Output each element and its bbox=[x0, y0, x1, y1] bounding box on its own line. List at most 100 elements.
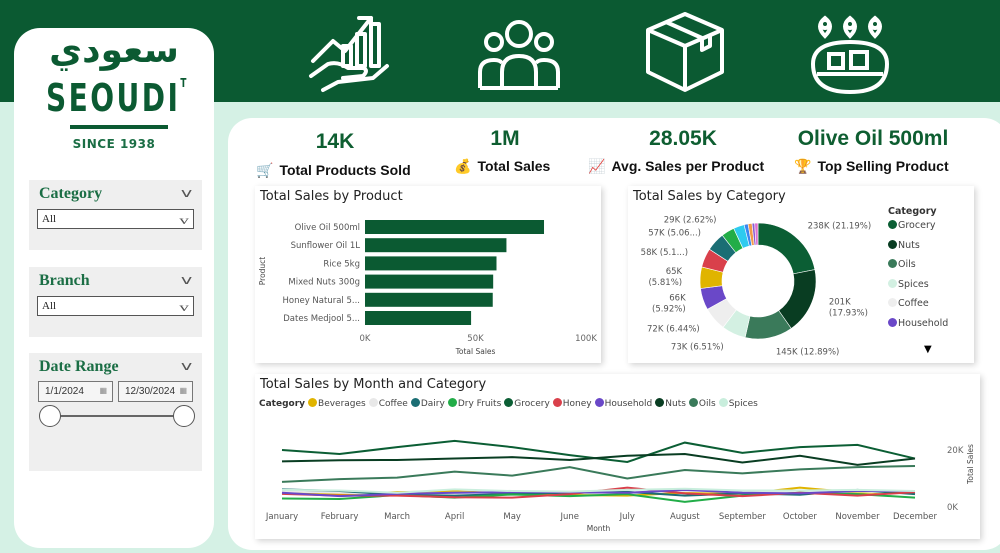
legend-item[interactable]: Nuts bbox=[655, 398, 686, 409]
chevron-down-icon[interactable]: v bbox=[180, 359, 193, 373]
start-date-input[interactable]: 1/1/2024 ▦ bbox=[38, 381, 113, 402]
since-label: SINCE 1938 bbox=[72, 137, 156, 151]
date-slider-start-handle[interactable] bbox=[39, 405, 61, 427]
kpi-total-sales-label: 💰 Total Sales bbox=[454, 158, 551, 174]
bar bbox=[365, 292, 493, 307]
branch-locations-icon bbox=[810, 15, 890, 95]
legend-item[interactable]: Spices bbox=[718, 398, 758, 409]
legend-swatch bbox=[552, 398, 562, 407]
chart-title: Total Sales by Product bbox=[260, 189, 403, 204]
legend-item[interactable]: Oils bbox=[888, 259, 948, 279]
x-tick-label: December bbox=[893, 512, 938, 522]
legend-item[interactable]: Coffee bbox=[888, 298, 948, 318]
dashboard-panel: 14K 🛒 Total Products Sold 1M 💰 Total Sales… bbox=[228, 118, 1000, 550]
x-tick-label: February bbox=[321, 512, 359, 522]
series-line bbox=[281, 464, 916, 483]
legend-label: Household bbox=[604, 399, 653, 409]
legend-swatch bbox=[888, 239, 897, 249]
data-label: 145K (12.89%) bbox=[776, 348, 840, 358]
legend-label: Grocery bbox=[514, 399, 550, 409]
brand-name: SEOUDI bbox=[46, 76, 181, 120]
data-label: 238K (21.19%) bbox=[808, 221, 872, 231]
growth-chart-hand-icon bbox=[309, 16, 389, 92]
donut-chart: 238K (21.19%) 201K(17.93%) 145K (12.89%) 73… bbox=[641, 216, 872, 358]
legend-item[interactable]: Dairy bbox=[410, 398, 445, 409]
trophy-icon: 🏆 bbox=[794, 158, 812, 174]
category-slicer: Category v All v bbox=[29, 180, 202, 250]
legend-item[interactable]: Beverages bbox=[308, 398, 366, 409]
legend-swatch bbox=[368, 398, 378, 407]
x-tick-label: 50K bbox=[467, 334, 484, 344]
branch-dropdown[interactable]: All v bbox=[37, 296, 194, 316]
data-label: 72K (6.44%) bbox=[647, 324, 700, 334]
legend-label: Coffee bbox=[378, 399, 408, 409]
donut-slice bbox=[754, 222, 759, 246]
chevron-down-icon[interactable]: v bbox=[180, 186, 193, 200]
legend-item[interactable]: Household bbox=[594, 398, 653, 409]
x-tick-label: 100K bbox=[575, 334, 597, 344]
data-label: (5.81%) bbox=[648, 278, 682, 288]
legend-item[interactable]: Dry Fruits bbox=[447, 398, 501, 409]
filter-panel: سعودي SEOUDIT SINCE 1938 Category v All v… bbox=[14, 28, 214, 548]
legend-item[interactable]: Nuts bbox=[888, 239, 948, 260]
seoudi-logo-text: SEOUDIT bbox=[46, 76, 189, 120]
legend-swatch bbox=[888, 259, 897, 268]
line-legend: Category Beverages Coffee Dairy Dry Fruits Gr… bbox=[259, 398, 761, 409]
package-box-icon bbox=[646, 12, 724, 92]
legend-item[interactable]: Spices bbox=[888, 278, 948, 299]
x-tick-label: April bbox=[445, 512, 464, 522]
x-tick-label: August bbox=[670, 512, 700, 522]
x-tick-label: July bbox=[619, 512, 635, 522]
date-slider-end-handle[interactable] bbox=[173, 405, 195, 427]
data-label: 29K (2.62%) bbox=[664, 216, 717, 226]
chart-title: Total Sales by Month and Category bbox=[260, 377, 487, 392]
end-date-input[interactable]: 12/30/2024 ▦ bbox=[118, 381, 193, 402]
legend-swatch bbox=[888, 317, 897, 327]
data-label: 57K (5.06...) bbox=[648, 228, 701, 238]
end-date-value: 12/30/2024 bbox=[125, 386, 176, 397]
legend-swatch bbox=[718, 398, 728, 407]
bar bbox=[365, 274, 494, 289]
chevron-down-icon: v bbox=[179, 213, 189, 227]
series-line bbox=[281, 488, 915, 498]
y-tick-label: 0K bbox=[947, 503, 958, 513]
seoudi-arabic-logo: سعودي bbox=[49, 30, 179, 71]
bar bbox=[365, 311, 472, 325]
data-label: 65K bbox=[666, 267, 683, 277]
legend-item[interactable]: Oils bbox=[688, 398, 716, 409]
date-slider-track[interactable] bbox=[43, 415, 183, 417]
branch-value: All bbox=[42, 300, 57, 312]
line-chart: January February March April May June July Augu… bbox=[265, 439, 975, 533]
y-axis-title: Product bbox=[258, 257, 267, 286]
chevron-down-icon[interactable]: v bbox=[180, 273, 193, 287]
data-label: (5.92%) bbox=[652, 305, 686, 315]
category-dropdown[interactable]: All v bbox=[37, 209, 194, 229]
kpi-total-products-value: 14K bbox=[315, 130, 355, 153]
logo-underline bbox=[70, 125, 168, 129]
legend-item[interactable]: Grocery bbox=[504, 398, 550, 409]
category-value: All bbox=[42, 213, 57, 225]
x-tick-label: September bbox=[719, 512, 766, 522]
kpi-top-product-label: 🏆 Top Selling Product bbox=[794, 158, 949, 174]
legend-item[interactable]: Coffee bbox=[368, 398, 408, 409]
money-bag-icon: 💰 bbox=[454, 158, 472, 174]
branch-slicer: Branch v All v bbox=[29, 267, 202, 337]
legend-label: Coffee bbox=[898, 298, 929, 309]
legend-swatch bbox=[888, 278, 897, 288]
data-label: 58K (5.1...) bbox=[641, 248, 688, 258]
calendar-icon[interactable]: ▦ bbox=[99, 386, 107, 395]
legend-label: Nuts bbox=[665, 399, 686, 409]
x-axis-title: Month bbox=[587, 524, 611, 533]
legend-item[interactable]: Honey bbox=[552, 398, 592, 409]
sales-by-product-card: Total Sales by Product Olive Oil 500ml Su… bbox=[255, 186, 601, 363]
bar-category-label: Honey Natural 5... bbox=[282, 296, 360, 306]
legend-item[interactable]: Grocery bbox=[888, 220, 948, 240]
legend-scroll-down-icon[interactable]: ▼ bbox=[924, 344, 932, 355]
legend-label: Honey bbox=[562, 399, 592, 409]
calendar-icon[interactable]: ▦ bbox=[179, 386, 187, 395]
kpi-total-products-label: 🛒 Total Products Sold bbox=[256, 162, 411, 178]
bar-category-label: Olive Oil 500ml bbox=[295, 223, 360, 233]
branch-slicer-title: Branch bbox=[39, 272, 90, 289]
legend-item[interactable]: Household bbox=[888, 317, 948, 338]
bar bbox=[365, 256, 497, 271]
